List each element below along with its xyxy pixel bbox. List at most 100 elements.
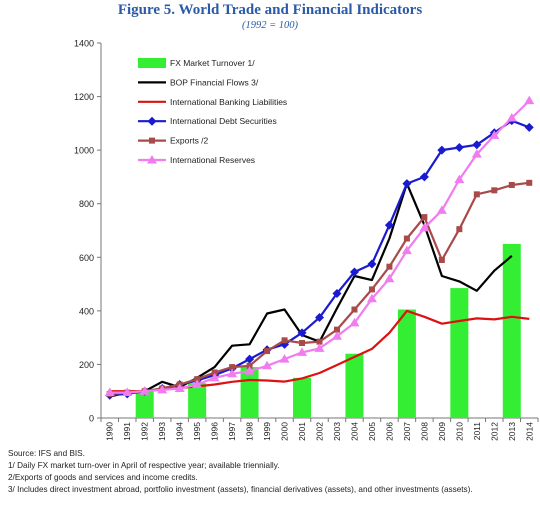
- point-exports-2-2011: [473, 191, 480, 198]
- x-tick-label: 2004: [349, 422, 359, 441]
- point-exports-2-1995: [194, 376, 201, 383]
- point-international-reserves-1999: [262, 360, 273, 370]
- x-tick-label: 1991: [122, 422, 132, 441]
- point-international-reserves-1997: [227, 368, 238, 378]
- point-international-reserves-2010: [454, 174, 465, 184]
- y-tick-label: 800: [79, 199, 94, 209]
- x-tick-label: 1996: [210, 422, 220, 441]
- point-exports-2-2009: [438, 256, 445, 263]
- legend-fx-market-turnover-1-swatch: [138, 58, 166, 68]
- chart-title: Figure 5. World Trade and Financial Indi…: [117, 2, 423, 18]
- chart-subtitle: (1992 = 100): [241, 20, 299, 31]
- point-international-reserves-1993: [157, 384, 168, 394]
- point-international-debt-securities-2011: [472, 140, 482, 150]
- x-tick-label: 2010: [454, 422, 464, 441]
- x-tick-label: 2011: [472, 422, 482, 441]
- legend-international-reserves-label: International Reserves: [170, 155, 255, 165]
- bar-fx-market-turnover-1-2001: [293, 377, 312, 418]
- x-tick-label: 1993: [157, 422, 167, 441]
- point-exports-2-1996: [211, 369, 218, 376]
- legend-international-reserves-marker: [147, 155, 157, 164]
- x-tick-label: 1995: [192, 422, 202, 441]
- point-international-debt-securities-2008: [419, 172, 429, 182]
- x-tick-label: 1992: [140, 422, 150, 441]
- bar-fx-market-turnover-1-1995: [188, 383, 207, 418]
- x-tick-label: 1997: [227, 422, 237, 441]
- point-international-debt-securities-2002: [315, 313, 324, 323]
- point-international-debt-securities-2001: [297, 328, 307, 338]
- point-international-debt-securities-2009: [437, 145, 447, 155]
- point-exports-2-2001: [299, 340, 306, 346]
- x-tick-label: 2009: [437, 422, 447, 441]
- point-exports-2-2012: [491, 187, 498, 194]
- point-international-debt-securities-2005: [367, 259, 377, 269]
- bar-fx-market-turnover-1-2007: [397, 309, 416, 418]
- legend-bop-financial-flows-3-label: BOP Financial Flows 3/: [170, 77, 259, 87]
- point-international-debt-securities-2010: [454, 142, 464, 152]
- x-tick-label: 2013: [507, 422, 517, 441]
- point-international-reserves-2011: [471, 149, 482, 158]
- x-tick-label: 2000: [280, 422, 290, 441]
- point-exports-2-2005: [368, 286, 375, 293]
- point-international-reserves-1990: [104, 387, 115, 397]
- point-exports-2-2003: [333, 326, 340, 333]
- x-tick-label: 2003: [332, 422, 342, 441]
- note-source: Source: IFS and BIS.: [8, 449, 85, 458]
- y-tick-label: 1200: [74, 92, 94, 102]
- chart-notes: Source: IFS and BIS. 1/ Daily FX market …: [8, 448, 473, 496]
- point-international-reserves-1995: [192, 379, 203, 389]
- point-international-reserves-2009: [436, 205, 447, 214]
- point-international-debt-securities-1998: [245, 354, 255, 364]
- y-tick-label: 400: [79, 306, 94, 316]
- point-international-reserves-2008: [419, 222, 430, 232]
- point-international-reserves-2000: [279, 354, 290, 363]
- point-international-reserves-2003: [331, 331, 342, 340]
- legend-exports-2-label: Exports /2: [170, 136, 209, 146]
- x-tick-label: 1990: [105, 422, 115, 441]
- x-tick-label: 2008: [419, 422, 429, 441]
- point-international-reserves-2013: [506, 113, 517, 122]
- note-1: 1/ Daily FX market turn-over in April of…: [8, 461, 280, 470]
- legend-international-debt-securities-marker: [147, 116, 157, 126]
- bar-fx-market-turnover-1-2004: [345, 353, 364, 418]
- point-exports-2-2004: [351, 306, 358, 313]
- point-international-debt-securities-2003: [332, 288, 342, 298]
- point-international-reserves-2005: [366, 293, 377, 303]
- bar-fx-market-turnover-1-2013: [502, 243, 521, 418]
- note-2: 2/Exports of goods and services and inco…: [8, 473, 198, 482]
- point-international-reserves-1996: [209, 372, 220, 382]
- point-international-reserves-2006: [384, 273, 395, 283]
- point-exports-2-2002: [316, 338, 323, 345]
- x-tick-label: 2002: [315, 422, 325, 441]
- point-international-reserves-1998: [244, 366, 255, 375]
- point-international-reserves-2001: [297, 347, 308, 356]
- x-tick-label: 1994: [175, 422, 185, 441]
- point-international-reserves-2007: [401, 245, 412, 255]
- x-tick-label: 2001: [297, 422, 307, 441]
- x-tick-label: 2014: [524, 422, 534, 441]
- point-exports-2-2006: [386, 263, 393, 270]
- point-international-reserves-1991: [122, 387, 133, 397]
- point-exports-2-2007: [403, 235, 410, 242]
- point-exports-2-2013: [508, 181, 515, 188]
- legend-international-debt-securities-label: International Debt Securities: [170, 116, 277, 126]
- chart-canvas: 0 200 400 600 800 1000 1200 1400 1990 1991 1992 199…: [74, 39, 539, 441]
- legend-exports-2-marker: [149, 137, 155, 144]
- point-exports-2-2010: [456, 226, 463, 233]
- note-3: 3/ Includes direct investment abroad, po…: [8, 485, 473, 494]
- y-tick-label: 200: [79, 360, 94, 370]
- x-tick-label: 2006: [384, 422, 394, 441]
- point-international-debt-securities-2004: [349, 267, 359, 277]
- point-international-debt-securities-2006: [384, 220, 394, 230]
- point-exports-2-1997: [229, 364, 236, 371]
- bar-fx-market-turnover-1-2010: [450, 288, 469, 418]
- y-tick-label: 600: [79, 253, 94, 263]
- point-international-debt-securities-2014: [524, 122, 534, 132]
- point-international-reserves-2014: [524, 95, 535, 105]
- legend-international-banking-liabilities-label: International Banking Liabilities: [170, 97, 287, 107]
- point-international-reserves-1992: [139, 386, 150, 395]
- point-international-reserves-1994: [174, 383, 185, 393]
- x-tick-label: 2007: [402, 422, 412, 441]
- x-tick-label: 2012: [489, 422, 499, 441]
- point-international-reserves-2004: [349, 317, 360, 327]
